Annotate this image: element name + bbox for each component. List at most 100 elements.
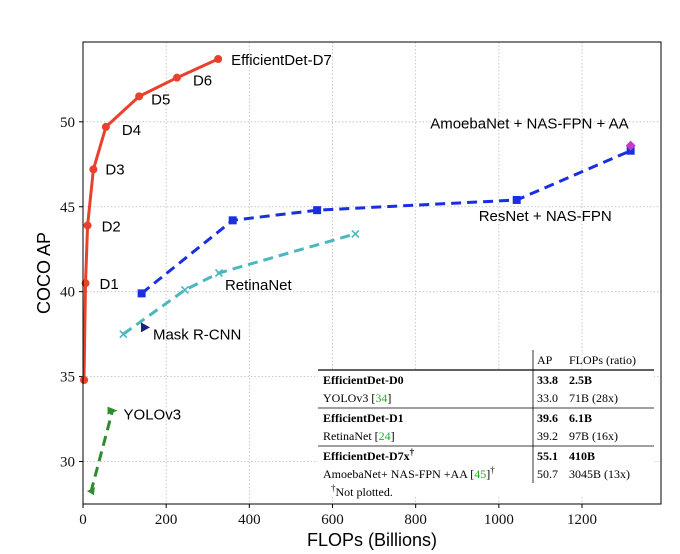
table-ref-number: 24: [379, 429, 391, 443]
data-point: [135, 92, 144, 101]
grid: [82, 42, 661, 504]
annotation-label: ResNet + NAS-FPN: [479, 208, 612, 225]
table-ref-open: [: [368, 391, 375, 405]
data-point: [140, 322, 150, 333]
data-point: [80, 376, 89, 385]
data-point: [89, 165, 98, 174]
table-ref-number: 45: [474, 467, 486, 481]
point-label: D2: [102, 218, 121, 235]
table-flops-value: 97B (16x): [569, 429, 618, 443]
series-amoebanet-nas-fpn-aa: [625, 140, 636, 151]
annotation-label: Mask R-CNN: [153, 326, 241, 343]
x-tick-label: 200: [155, 512, 178, 528]
table-flops-value: 3045B (13x): [569, 467, 630, 481]
series-layer: [80, 54, 636, 496]
x-tick-label: 800: [404, 512, 427, 528]
point-label: D6: [193, 73, 212, 90]
y-tick-label: 35: [60, 370, 75, 386]
table-model-name: RetinaNet: [323, 429, 372, 443]
table-flops-value: 6.1B: [569, 411, 592, 425]
data-point: [172, 73, 181, 82]
table-model-name: EfficientDet-D0: [323, 373, 404, 387]
table-dagger: †: [410, 447, 415, 457]
table-ap-value: 39.2: [537, 429, 558, 443]
data-point: [83, 221, 92, 230]
series-line: [82, 57, 219, 381]
data-point: [214, 54, 223, 63]
x-axis-label: FLOPs (Billions): [307, 530, 437, 550]
table-ref-number: 34: [375, 391, 387, 405]
table-footnote: †Not plotted.: [331, 483, 393, 499]
table-background: [318, 369, 654, 497]
table-dagger: †: [490, 465, 495, 475]
y-tick-label: 30: [60, 455, 75, 471]
series-line: [89, 410, 114, 493]
table-ap-value: 39.6: [537, 411, 558, 425]
table-ap-value: 33.8: [537, 373, 558, 387]
data-point: [351, 229, 360, 238]
x-tick-label: 400: [238, 512, 261, 528]
series-efficientdet: [80, 54, 223, 385]
plot-frame: [82, 41, 662, 505]
y-tick-label: 45: [60, 200, 75, 216]
data-point: [180, 285, 189, 295]
table-header-flops: FLOPs (ratio): [569, 353, 636, 367]
table-ap-value: 55.1: [537, 449, 558, 463]
data-point: [86, 487, 95, 496]
table-flops-value: 2.5B: [569, 373, 592, 387]
table-model-name: YOLOv3: [323, 391, 368, 405]
data-point: [214, 268, 224, 278]
point-label: D5: [151, 91, 170, 108]
annotation-label: AmoebaNet + NAS-FPN + AA: [430, 116, 628, 133]
table-row-name: YOLOv3 [34]: [323, 391, 391, 405]
data-point: [228, 216, 237, 225]
y-tick-label: 40: [60, 285, 75, 301]
x-tick-label: 1000: [484, 512, 514, 528]
table-model-name: AmoebaNet+ NAS-FPN +AA: [323, 467, 468, 481]
annotation-layer: D1 D2 D3 D4 D5 D6 EfficientDet-D7 RetinaNet Mask…: [100, 52, 629, 424]
y-tick-label: 50: [60, 115, 75, 131]
data-point: [137, 289, 146, 298]
x-tick-label: 1200: [567, 512, 597, 528]
series-yolov3: [86, 406, 118, 496]
data-point: [81, 279, 90, 288]
data-point: [512, 195, 521, 204]
y-axis-label: COCO AP: [34, 232, 54, 314]
data-point: [101, 122, 110, 131]
point-label: D4: [122, 122, 141, 139]
table-flops-value: 71B (28x): [569, 391, 618, 405]
table-ref-close: ]: [387, 391, 391, 405]
data-point: [107, 406, 118, 415]
table-ref-open: [: [372, 429, 379, 443]
table-footnote-text: Not plotted.: [336, 485, 393, 499]
table-flops-value: 410B: [569, 449, 595, 463]
point-label: D1: [100, 276, 119, 293]
table-row-name: EfficientDet-D7x†: [323, 447, 415, 463]
axis-ticks: 0 200 400 600 800 1000 1200 30 35 40 45 50: [60, 115, 597, 528]
table-row-name: AmoebaNet+ NAS-FPN +AA [45]†: [323, 465, 495, 481]
x-tick-label: 0: [79, 512, 87, 528]
x-tick-label: 600: [321, 512, 344, 528]
data-point: [625, 140, 636, 151]
series-retinanet: [119, 229, 360, 339]
annotation-label: YOLOv3: [124, 407, 182, 424]
point-label: D3: [105, 161, 124, 178]
table-model-name: EfficientDet-D1: [323, 411, 404, 425]
series-resnet-nas-fpn: [137, 146, 635, 298]
table-ap-value: 33.0: [537, 391, 558, 405]
point-label: EfficientDet-D7: [231, 52, 332, 69]
table-row-name: EfficientDet-D0: [323, 373, 404, 387]
comparison-table: AP FLOPs (ratio) EfficientDet-D0 33.8 2.5B YO…: [318, 350, 654, 499]
table-model-name: EfficientDet-D7x: [323, 449, 410, 463]
series-mask-r-cnn: [140, 322, 150, 333]
series-line: [122, 232, 356, 336]
data-point: [119, 330, 128, 339]
table-ref-close: ]: [391, 429, 395, 443]
table-row-name: RetinaNet [24]: [323, 429, 395, 443]
table-row-name: EfficientDet-D1: [323, 411, 404, 425]
data-point: [313, 206, 322, 215]
table-ref-close: ]: [486, 467, 490, 481]
table-footnote-mark: †: [331, 483, 336, 493]
table-header-ap: AP: [537, 353, 553, 367]
table-ref-open: [: [467, 467, 474, 481]
